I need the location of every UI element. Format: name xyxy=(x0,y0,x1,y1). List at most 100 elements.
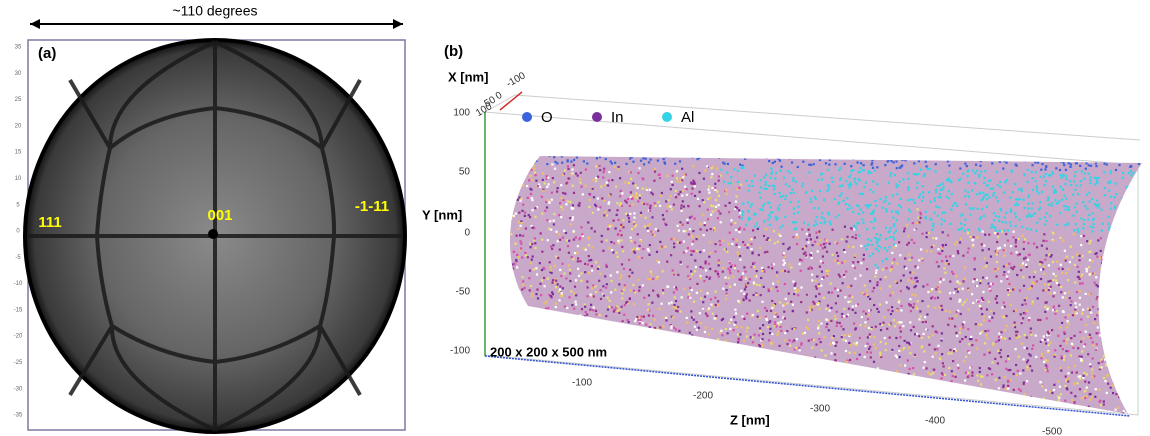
atom xyxy=(688,152,690,154)
atom xyxy=(553,213,555,215)
atom xyxy=(1003,274,1005,276)
atom xyxy=(713,227,715,229)
atom xyxy=(976,279,978,281)
atom xyxy=(587,318,589,320)
atom xyxy=(805,387,807,389)
atom xyxy=(854,181,856,183)
atom xyxy=(1020,269,1022,271)
atom xyxy=(922,233,924,235)
atom xyxy=(1050,286,1052,288)
atom xyxy=(989,352,991,354)
atom xyxy=(664,368,666,370)
atom xyxy=(672,333,674,335)
atom xyxy=(647,227,649,229)
atom xyxy=(827,305,829,307)
atom xyxy=(1093,218,1095,220)
atom xyxy=(999,181,1001,183)
atom xyxy=(715,199,717,201)
atom xyxy=(828,188,830,190)
atom xyxy=(687,416,689,418)
atom xyxy=(1127,281,1129,283)
atom xyxy=(1022,369,1024,371)
atom xyxy=(1115,409,1117,411)
atom xyxy=(513,215,515,217)
atom xyxy=(979,165,981,167)
atom xyxy=(967,229,969,231)
atom xyxy=(526,332,528,334)
atom xyxy=(1123,394,1125,396)
atom xyxy=(1128,411,1130,413)
atom xyxy=(612,369,614,371)
atom xyxy=(1012,191,1014,193)
atom xyxy=(716,388,718,390)
atom xyxy=(818,325,820,327)
atom xyxy=(629,290,631,292)
atom xyxy=(761,301,763,303)
atom xyxy=(681,210,683,212)
atom xyxy=(866,268,868,270)
atom xyxy=(531,243,533,245)
atom xyxy=(752,251,754,253)
atom xyxy=(546,388,548,390)
atom xyxy=(738,231,740,233)
atom xyxy=(997,408,999,410)
atom xyxy=(1065,375,1067,377)
atom xyxy=(795,401,797,403)
atom xyxy=(975,164,977,166)
atom xyxy=(1071,371,1073,373)
atom xyxy=(1141,329,1143,331)
atom xyxy=(502,218,504,220)
atom xyxy=(1000,331,1002,333)
atom xyxy=(738,339,740,341)
atom xyxy=(671,208,673,210)
atom xyxy=(739,396,741,398)
atom xyxy=(1093,375,1095,377)
atom xyxy=(530,341,532,343)
atom xyxy=(972,207,974,209)
atom xyxy=(757,390,759,392)
atom xyxy=(530,363,532,365)
atom xyxy=(675,328,677,330)
atom xyxy=(1004,244,1006,246)
atom xyxy=(993,219,995,221)
atom xyxy=(785,195,787,197)
atom xyxy=(855,414,857,416)
atom xyxy=(608,209,610,211)
atom xyxy=(806,233,808,235)
atom xyxy=(521,316,523,318)
atom xyxy=(970,338,972,340)
atom xyxy=(654,202,656,204)
atom xyxy=(741,396,743,398)
atom xyxy=(734,400,736,402)
atom xyxy=(597,410,599,412)
atom xyxy=(739,164,741,166)
atom xyxy=(559,397,561,399)
atom xyxy=(1030,396,1032,398)
atom xyxy=(746,330,748,332)
atom xyxy=(490,283,492,285)
atom xyxy=(585,249,587,251)
atom xyxy=(830,320,832,322)
atom xyxy=(581,233,583,235)
atom xyxy=(673,327,675,329)
atom xyxy=(576,417,578,419)
atom xyxy=(592,309,594,311)
atom xyxy=(687,222,689,224)
atom xyxy=(1047,199,1049,201)
atom xyxy=(501,411,503,413)
atom xyxy=(640,316,642,318)
atom xyxy=(632,284,634,286)
atom xyxy=(887,160,889,162)
atom xyxy=(996,295,998,297)
atom xyxy=(863,408,865,410)
atom xyxy=(555,370,557,372)
atom xyxy=(997,350,999,352)
atom xyxy=(1064,195,1066,197)
atom xyxy=(979,156,981,158)
atom xyxy=(608,180,610,182)
atom xyxy=(941,332,943,334)
atom xyxy=(744,158,746,160)
atom xyxy=(720,346,722,348)
atom xyxy=(522,280,524,282)
atom xyxy=(730,393,732,395)
